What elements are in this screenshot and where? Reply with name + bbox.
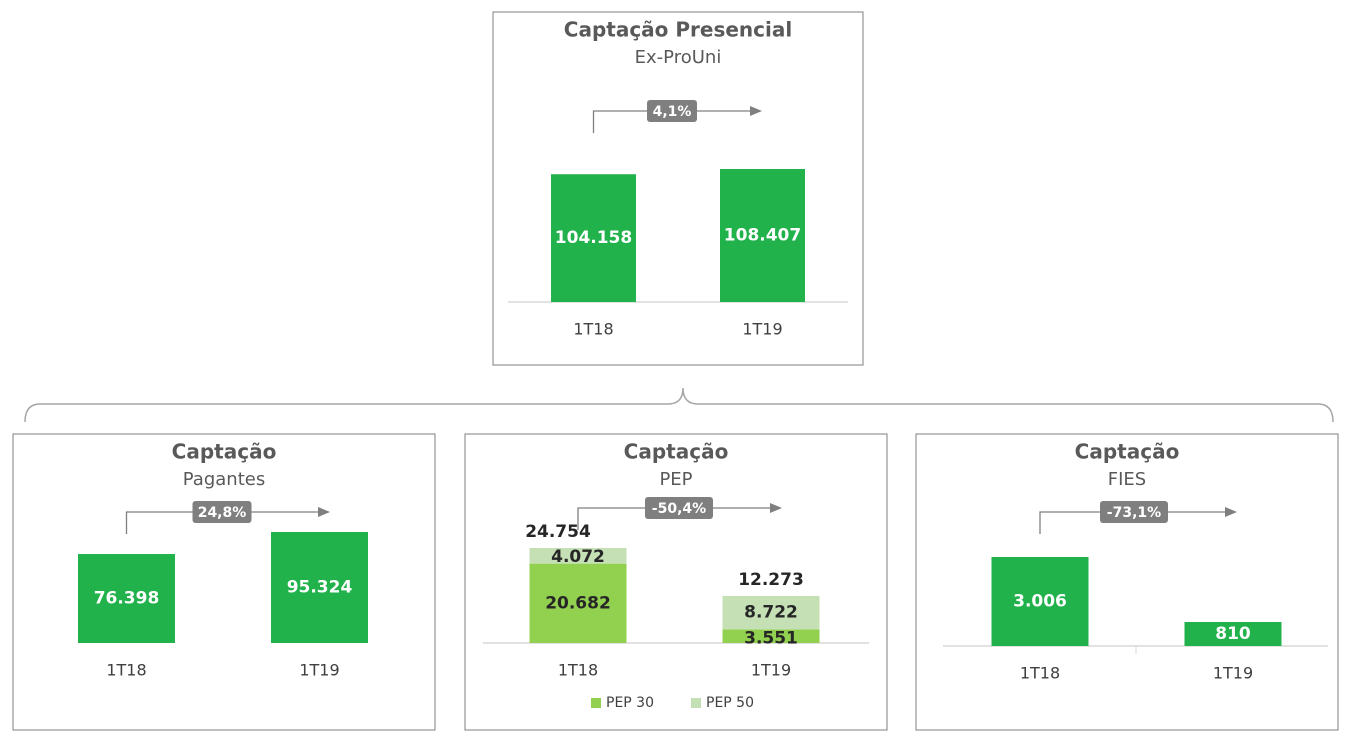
chart-subtitle: FIES [1108, 469, 1146, 490]
value-label: 3.551 [744, 628, 798, 648]
bar-segment [529, 563, 627, 643]
value-label: 810 [1215, 624, 1251, 644]
bar-segment [529, 548, 627, 564]
chart-title: Captação [172, 440, 277, 464]
value-label: 95.324 [287, 578, 353, 598]
chart-title: Captação Presencial [564, 18, 792, 42]
x-tick-label: 1T18 [106, 661, 146, 680]
value-label: 8.722 [744, 603, 798, 623]
value-label: 108.407 [724, 226, 801, 246]
value-label: 104.158 [555, 228, 632, 248]
legend-swatch [591, 698, 601, 708]
x-tick-label: 1T19 [751, 661, 791, 680]
panel [915, 433, 1339, 731]
bar [991, 557, 1089, 646]
value-label: 4.072 [551, 547, 605, 567]
arrow-head [770, 503, 782, 513]
value-label: 76.398 [94, 589, 160, 609]
growth-label: -73,1% [1107, 505, 1161, 521]
growth-badge [645, 497, 713, 519]
legend-label: PEP 50 [706, 695, 754, 711]
x-tick-label: 1T19 [299, 661, 339, 680]
bar [1184, 622, 1282, 646]
arrow-head [1225, 507, 1237, 517]
arrow-head [318, 507, 330, 517]
bar [78, 554, 175, 643]
bar-segment [722, 595, 820, 630]
bar [720, 169, 805, 302]
growth-badge [1100, 501, 1168, 523]
x-tick-label: 1T18 [558, 661, 598, 680]
bar [271, 532, 368, 643]
total-label: 24.754 [525, 522, 591, 542]
arrow-head [750, 106, 762, 116]
growth-arrow [592, 110, 752, 133]
growth-badge [647, 100, 697, 122]
chart-title: Captação [1075, 440, 1180, 464]
brace [24, 387, 1334, 423]
legend-swatch [691, 698, 701, 708]
x-tick-label: 1T18 [1020, 664, 1060, 683]
value-label: 20.682 [545, 593, 611, 613]
chart-title: Captação [624, 440, 729, 464]
growth-arrow [125, 511, 320, 534]
x-tick-label: 1T19 [742, 320, 782, 339]
bar-segment [722, 629, 820, 643]
chart-subtitle: Pagantes [183, 469, 265, 490]
growth-label: 24,8% [198, 505, 247, 521]
x-tick-label: 1T19 [1213, 664, 1253, 683]
x-tick-label: 1T18 [573, 320, 613, 339]
value-label: 3.006 [1013, 592, 1067, 612]
bar [551, 174, 636, 302]
total-label: 12.273 [738, 570, 804, 590]
chart-subtitle: PEP [659, 469, 692, 490]
chart-subtitle: Ex-ProUni [635, 47, 722, 68]
legend-label: PEP 30 [606, 695, 654, 711]
growth-label: 4,1% [653, 104, 692, 120]
growth-badge [192, 501, 252, 523]
growth-label: -50,4% [652, 501, 706, 517]
